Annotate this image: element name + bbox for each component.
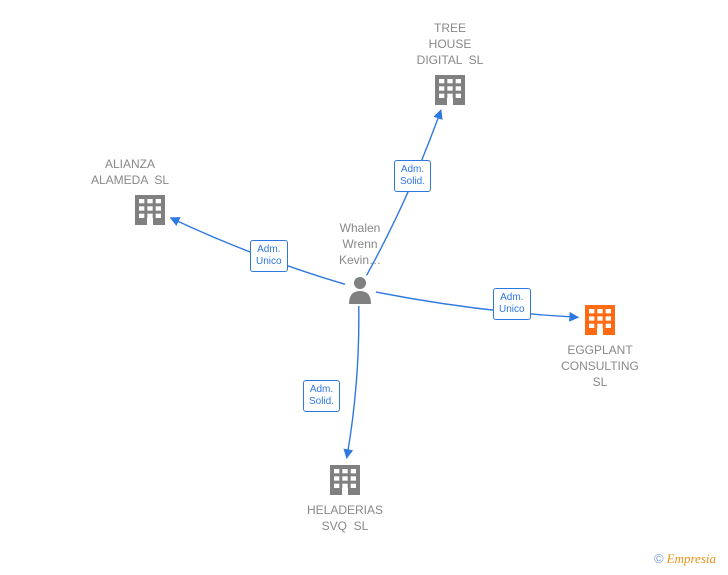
node-label-eggplant: EGGPLANT CONSULTING SL [545,342,655,391]
node-label-tree: TREE HOUSE DIGITAL SL [395,20,505,69]
edge-label-alianza: Adm. Unico [250,240,288,272]
center-person-label: Whalen Wrenn Kevin… [330,220,390,269]
node-label-heladerias: HELADERIAS SVQ SL [290,502,400,534]
building-icon [135,195,165,225]
diagram-canvas [0,0,728,575]
node-label-alianza: ALIANZA ALAMEDA SL [75,156,185,188]
brand-name: Empresia [667,551,716,566]
person-icon [349,277,371,304]
edge-label-heladerias: Adm. Solid. [303,380,340,412]
building-icon [330,465,360,495]
copyright-symbol: © [654,551,664,566]
edge-eggplant [376,292,578,317]
building-icon [435,75,465,105]
edge-label-tree: Adm. Solid. [394,160,431,192]
edge-label-eggplant: Adm. Unico [493,288,531,320]
edge-heladerias [347,306,359,458]
watermark: ©Empresia [654,551,716,567]
building-icon [585,305,615,335]
